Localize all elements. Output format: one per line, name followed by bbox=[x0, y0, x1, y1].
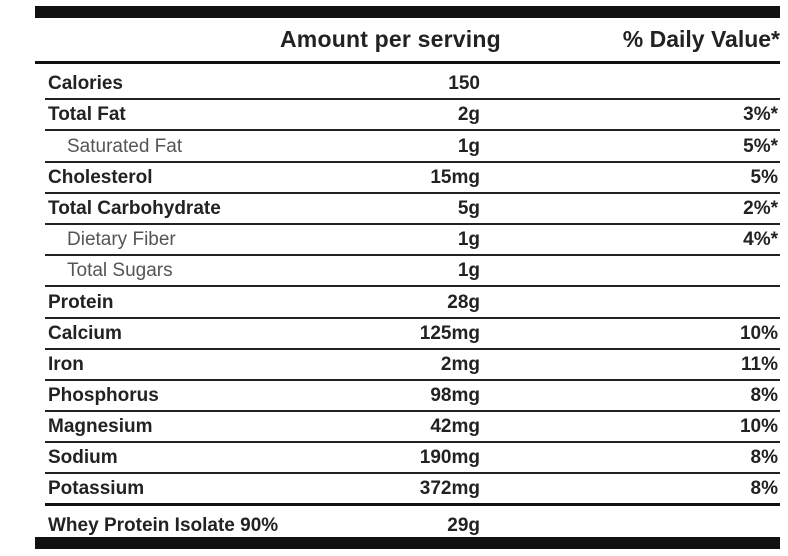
nutrient-amount: 29g bbox=[447, 514, 480, 536]
nutrient-daily-value: 11% bbox=[741, 353, 778, 375]
nutrient-name: Protein bbox=[48, 291, 114, 313]
nutrient-amount: 28g bbox=[447, 291, 480, 313]
nutrient-amount: 372mg bbox=[419, 477, 480, 499]
nutrient-amount: 1g bbox=[457, 229, 480, 251]
nutrient-daily-value: 8% bbox=[750, 477, 778, 499]
nutrient-daily-value: 5% bbox=[750, 166, 778, 188]
nutrient-daily-value: 8% bbox=[750, 385, 778, 407]
nutrient-name: Dietary Fiber bbox=[67, 229, 176, 251]
nutrient-daily-value: 2%* bbox=[743, 197, 778, 219]
table-row: Phosphorus 98mg 8% bbox=[45, 381, 780, 413]
nutrient-name: Potassium bbox=[48, 477, 145, 499]
table-row: Sodium 190mg 8% bbox=[45, 443, 780, 475]
nutrient-name: Iron bbox=[48, 353, 84, 375]
table-row: Calcium 125mg 10% bbox=[45, 319, 780, 350]
table-row: Total Sugars 1g bbox=[45, 256, 780, 288]
table-row: Protein 28g bbox=[45, 287, 780, 319]
nutrient-amount: 15mg bbox=[430, 166, 480, 188]
nutrient-name: Calcium bbox=[48, 322, 122, 344]
nutrition-facts-table: Amount per serving % Daily Value* Calori… bbox=[35, 0, 780, 556]
nutrient-name: Total Fat bbox=[48, 104, 126, 126]
nutrient-amount: 1g bbox=[457, 135, 480, 157]
nutrient-daily-value: 5%* bbox=[743, 135, 778, 157]
table-row: Iron 2mg 11% bbox=[45, 350, 780, 381]
nutrient-name: Calories bbox=[48, 73, 123, 95]
table-row: Calories 150 bbox=[45, 69, 780, 101]
nutrient-amount: 98mg bbox=[430, 385, 480, 407]
table-row: Magnesium 42mg 10% bbox=[45, 412, 780, 444]
nutrient-amount: 1g bbox=[457, 260, 480, 282]
table-row: Total Carbohydrate 5g 2%* bbox=[45, 194, 780, 225]
nutrient-name: Whey Protein Isolate 90% bbox=[48, 514, 279, 536]
table-row: Total Fat 2g 3%* bbox=[45, 100, 780, 132]
nutrient-name: Saturated Fat bbox=[67, 135, 183, 157]
nutrient-amount: 2mg bbox=[440, 353, 480, 375]
table-row: Saturated Fat 1g 5%* bbox=[45, 131, 780, 163]
bottom-rule bbox=[35, 537, 780, 549]
nutrient-amount: 42mg bbox=[430, 416, 480, 438]
nutrient-amount: 125mg bbox=[419, 322, 480, 344]
table-row: Potassium 372mg 8% bbox=[45, 474, 780, 506]
nutrient-amount: 2g bbox=[457, 104, 480, 126]
top-rule bbox=[35, 6, 780, 18]
nutrient-daily-value: 10% bbox=[739, 322, 778, 344]
nutrient-amount: 190mg bbox=[419, 447, 480, 469]
nutrient-amount: 150 bbox=[448, 73, 480, 95]
daily-value-column-header: % Daily Value* bbox=[622, 26, 780, 52]
nutrient-amount: 5g bbox=[457, 197, 480, 219]
amount-column-header: Amount per serving bbox=[280, 26, 501, 52]
nutrient-name: Phosphorus bbox=[48, 385, 159, 407]
nutrient-name: Cholesterol bbox=[48, 166, 153, 188]
nutrient-daily-value: 10% bbox=[739, 416, 778, 438]
nutrient-name: Total Carbohydrate bbox=[48, 197, 221, 219]
table-row: Whey Protein Isolate 90% 29g bbox=[45, 506, 780, 540]
nutrient-rows: Calories 150 Total Fat 2g 3%* Saturated Fat 1g… bbox=[35, 69, 780, 540]
nutrient-daily-value: 8% bbox=[750, 447, 778, 469]
table-row: Cholesterol 15mg 5% bbox=[45, 163, 780, 194]
nutrient-daily-value: 4%* bbox=[743, 229, 778, 251]
table-header: Amount per serving % Daily Value* bbox=[35, 18, 780, 64]
table-row: Dietary Fiber 1g 4%* bbox=[45, 225, 780, 257]
nutrient-daily-value: 3%* bbox=[743, 104, 778, 126]
nutrient-name: Total Sugars bbox=[67, 260, 173, 282]
nutrient-name: Sodium bbox=[48, 447, 118, 469]
nutrient-name: Magnesium bbox=[48, 416, 153, 438]
